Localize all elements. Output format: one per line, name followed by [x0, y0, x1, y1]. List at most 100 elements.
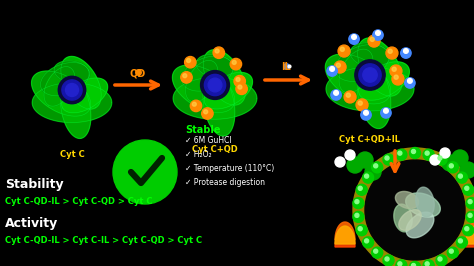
Circle shape [334, 61, 346, 73]
Circle shape [236, 77, 240, 81]
Polygon shape [466, 229, 474, 247]
Circle shape [442, 155, 458, 171]
Circle shape [353, 198, 364, 209]
Polygon shape [173, 65, 235, 113]
Circle shape [215, 49, 219, 53]
Circle shape [364, 110, 368, 115]
Polygon shape [173, 77, 257, 119]
Circle shape [355, 213, 359, 217]
Circle shape [365, 174, 369, 178]
Circle shape [335, 157, 345, 167]
Polygon shape [185, 60, 218, 102]
Circle shape [394, 75, 398, 79]
Circle shape [408, 78, 412, 83]
Circle shape [456, 237, 467, 248]
Circle shape [345, 150, 355, 160]
Circle shape [368, 35, 380, 47]
Circle shape [374, 164, 378, 168]
Circle shape [336, 63, 340, 67]
Circle shape [238, 85, 242, 89]
Polygon shape [353, 148, 474, 266]
Circle shape [340, 47, 345, 51]
Circle shape [65, 84, 79, 97]
Circle shape [411, 149, 416, 153]
Circle shape [349, 34, 359, 44]
Circle shape [465, 186, 469, 190]
Polygon shape [335, 226, 355, 244]
Circle shape [438, 156, 442, 160]
Circle shape [430, 155, 440, 165]
Circle shape [201, 70, 229, 99]
Polygon shape [357, 61, 391, 128]
Circle shape [460, 162, 474, 178]
Circle shape [376, 31, 380, 35]
Circle shape [449, 164, 453, 168]
Circle shape [184, 56, 196, 68]
Circle shape [388, 49, 392, 53]
Polygon shape [32, 83, 112, 122]
Text: Cyt C-QD-IL > Cyt C-QD > Cyt C: Cyt C-QD-IL > Cyt C-QD > Cyt C [5, 197, 153, 206]
Circle shape [62, 80, 82, 100]
Polygon shape [203, 72, 235, 136]
Circle shape [440, 148, 450, 158]
Circle shape [398, 151, 402, 155]
Polygon shape [359, 62, 410, 100]
Text: IL: IL [281, 62, 291, 72]
Circle shape [383, 255, 394, 266]
Circle shape [202, 108, 213, 119]
Circle shape [344, 91, 356, 103]
Text: Cyt C-QD-IL > Cyt C-IL > Cyt C-QD > Cyt C: Cyt C-QD-IL > Cyt C-IL > Cyt C-QD > Cyt … [5, 236, 202, 245]
Polygon shape [54, 61, 90, 83]
Circle shape [358, 101, 362, 105]
Circle shape [396, 260, 407, 266]
Text: Cyt C+QD: Cyt C+QD [192, 145, 238, 154]
Circle shape [458, 239, 463, 243]
Circle shape [468, 200, 472, 204]
Polygon shape [406, 212, 434, 238]
Circle shape [466, 211, 474, 222]
Polygon shape [182, 56, 233, 91]
Circle shape [352, 35, 356, 39]
Circle shape [425, 262, 429, 266]
Circle shape [356, 225, 367, 236]
Circle shape [381, 108, 391, 118]
Circle shape [436, 255, 447, 266]
Circle shape [365, 164, 381, 180]
Polygon shape [326, 67, 414, 111]
Polygon shape [325, 54, 391, 104]
Polygon shape [335, 45, 389, 81]
Polygon shape [204, 72, 253, 109]
Circle shape [334, 90, 338, 95]
Circle shape [449, 249, 453, 253]
Polygon shape [335, 222, 355, 240]
Circle shape [468, 213, 472, 217]
Circle shape [383, 109, 388, 113]
Circle shape [346, 93, 350, 97]
Circle shape [372, 162, 383, 173]
Circle shape [363, 172, 374, 183]
Circle shape [452, 150, 468, 166]
Circle shape [181, 72, 192, 83]
Circle shape [386, 47, 398, 59]
Text: Stable: Stable [185, 125, 220, 135]
Circle shape [331, 90, 341, 100]
Text: ✓ 6M GuHCl: ✓ 6M GuHCl [185, 136, 232, 145]
Polygon shape [365, 160, 465, 260]
Circle shape [405, 78, 415, 88]
Circle shape [423, 260, 434, 266]
Polygon shape [395, 192, 419, 209]
Circle shape [361, 110, 371, 120]
Circle shape [204, 110, 208, 114]
Text: QD: QD [130, 69, 146, 79]
Text: Activity: Activity [5, 217, 58, 230]
Circle shape [358, 227, 362, 231]
Circle shape [463, 225, 474, 236]
Polygon shape [40, 63, 89, 96]
Polygon shape [350, 43, 390, 67]
Circle shape [190, 100, 202, 112]
Circle shape [236, 83, 247, 94]
Polygon shape [339, 49, 373, 93]
Circle shape [410, 148, 420, 159]
Circle shape [466, 198, 474, 209]
Circle shape [396, 149, 407, 160]
